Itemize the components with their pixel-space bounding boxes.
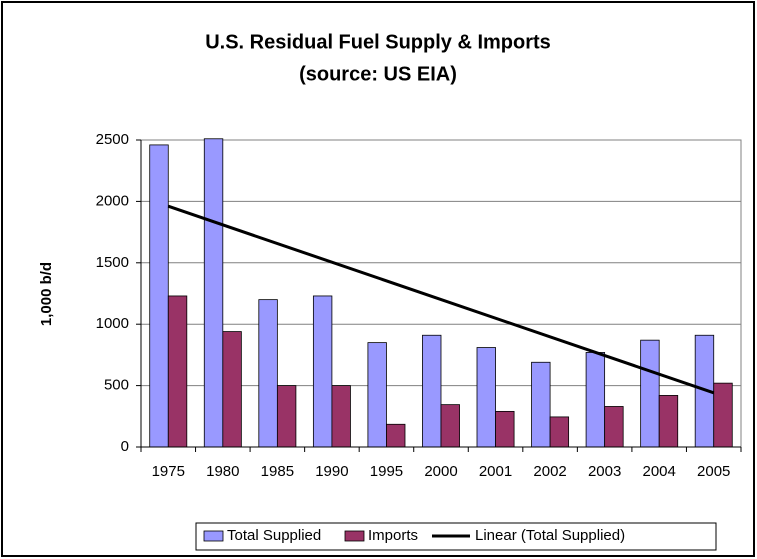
- bar: [476, 347, 496, 448]
- y-tick-label: 1500: [96, 254, 129, 271]
- bar: [640, 339, 660, 448]
- trendline: [167, 204, 715, 395]
- legend-swatch: [344, 530, 365, 542]
- x-tick-label: 1995: [370, 463, 403, 480]
- bar: [386, 423, 406, 448]
- bar: [713, 382, 733, 448]
- y-tick-label: 0: [121, 438, 129, 455]
- bar: [440, 404, 460, 448]
- bar: [422, 334, 442, 448]
- bar: [367, 342, 387, 448]
- chart-title: U.S. Residual Fuel Supply & Imports: [205, 31, 551, 53]
- legend-label: Imports: [368, 527, 418, 544]
- bar: [331, 385, 351, 448]
- bar: [312, 295, 333, 448]
- x-tick-label: 1990: [315, 463, 348, 480]
- y-tick-label: 500: [104, 377, 129, 394]
- y-tick-label: 2000: [96, 192, 129, 209]
- chart-subtitle: (source: US EIA): [299, 63, 457, 85]
- bar: [604, 406, 624, 448]
- bar: [549, 416, 570, 448]
- x-tick-label: 1985: [261, 463, 294, 480]
- bar: [167, 295, 188, 448]
- legend-swatch: [203, 530, 224, 542]
- legend-label: Total Supplied: [227, 527, 321, 544]
- y-axis-label: 1,000 b/d: [38, 262, 55, 326]
- x-tick-label: 1980: [206, 463, 239, 480]
- bar: [495, 410, 515, 448]
- x-tick-label: 1975: [152, 463, 185, 480]
- bar: [149, 144, 169, 448]
- x-tick-label: 2001: [479, 463, 512, 480]
- x-tick-label: 2004: [642, 463, 675, 480]
- x-tick-label: 2000: [424, 463, 457, 480]
- bar: [258, 299, 278, 448]
- bar: [585, 352, 606, 448]
- x-tick-label: 2002: [533, 463, 566, 480]
- bar: [222, 331, 242, 448]
- bar: [276, 385, 297, 448]
- x-tick-label: 2005: [697, 463, 730, 480]
- legend-label: Linear (Total Supplied): [475, 527, 625, 544]
- bar: [658, 395, 679, 448]
- x-tick-label: 2003: [588, 463, 621, 480]
- bar: [531, 361, 551, 448]
- y-tick-label: 2500: [96, 131, 129, 148]
- bar: [203, 138, 224, 448]
- y-tick-label: 1000: [96, 315, 129, 332]
